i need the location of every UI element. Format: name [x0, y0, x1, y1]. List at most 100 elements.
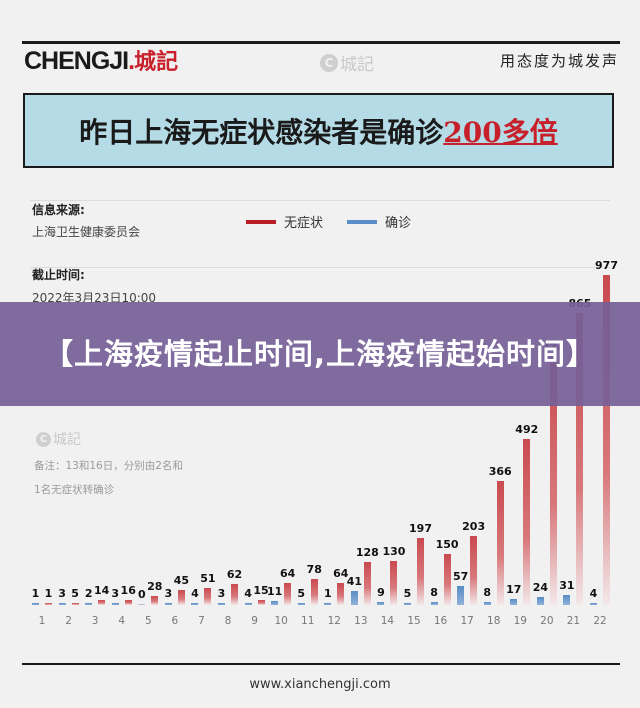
headline-banner: 昨日上海无症状感染者是确诊200多倍: [23, 93, 614, 168]
bar-value-label: 150: [435, 538, 459, 552]
bar-confirmed: [563, 594, 571, 605]
logo-dot: .: [128, 47, 135, 75]
x-tick-label: 13: [354, 615, 368, 627]
bar-value-label: 28: [147, 579, 163, 593]
bar-value-label: 1: [31, 587, 40, 600]
slogan: 用态度为城发声: [500, 52, 620, 70]
legend-label: 无症状: [284, 216, 324, 231]
x-tick-label: 1: [38, 615, 46, 627]
x-tick-label: 3: [91, 615, 99, 627]
bar-confirmed: [483, 602, 491, 605]
logo-cn: 城記: [134, 49, 179, 74]
bar-value-label: 41: [346, 575, 362, 589]
bar-value-label: 1: [44, 587, 53, 600]
bar-confirmed: [191, 603, 199, 605]
bar-confirmed: [350, 591, 358, 605]
headline: 昨日上海无症状感染者是确诊200多倍: [79, 111, 557, 151]
bar-asymptomatic: [417, 538, 424, 605]
overlay-banner: 【上海疫情起止时间,上海疫情起始时间】: [0, 302, 640, 406]
x-tick-label: 21: [566, 615, 581, 627]
legend-swatch-red: [246, 219, 276, 224]
bar-asymptomatic: [98, 600, 106, 605]
bar-confirmed: [244, 603, 252, 605]
bar-value-label: 203: [462, 520, 486, 534]
x-tick-label: 2: [65, 615, 72, 627]
source-label: 信息来源:: [32, 203, 85, 217]
bar-value-label: 197: [409, 522, 432, 536]
bar-confirmed: [510, 599, 518, 605]
bar-confirmed: [377, 601, 385, 605]
bar-asymptomatic: [310, 578, 318, 605]
legend-label: 确诊: [385, 216, 412, 231]
bar-value-label: 14: [93, 584, 110, 598]
footer-rule: [22, 663, 620, 665]
bar-value-label: 62: [226, 568, 243, 582]
divider-mid: [30, 267, 610, 268]
x-tick-label: 14: [380, 615, 395, 627]
bar-value-label: 130: [382, 545, 406, 559]
x-tick-label: 12: [327, 615, 341, 627]
bar-confirmed: [430, 602, 438, 605]
bar-value-label: 0: [137, 587, 146, 601]
bar-value-label: 57: [452, 569, 469, 583]
bar-asymptomatic: [390, 561, 398, 605]
watermark-text: 城記: [340, 55, 374, 75]
bar-asymptomatic: [257, 599, 265, 605]
x-tick-label: 4: [118, 615, 126, 627]
bar-confirmed: [164, 603, 172, 605]
bar-asymptomatic: [45, 603, 52, 605]
bar-value-label: 51: [200, 571, 216, 585]
x-tick-label: 5: [144, 615, 152, 627]
bar-value-label: 45: [173, 573, 189, 587]
bar-asymptomatic: [284, 583, 292, 605]
bar-value-label: 3: [217, 587, 226, 600]
bar-confirmed: [536, 596, 544, 605]
bar-value-label: 3: [111, 587, 120, 600]
x-tick-label: 11: [301, 615, 315, 627]
bar-value-label: 1: [323, 587, 332, 600]
brand-logo: CHENGJI.城記: [24, 47, 178, 76]
deadline-value: 2022年3月23日10:00: [32, 291, 157, 305]
bar-asymptomatic: [231, 584, 238, 605]
x-tick-label: 8: [224, 615, 232, 627]
x-tick-label: 6: [171, 615, 179, 627]
watermark-c-icon: C: [36, 431, 51, 447]
bar-value-label: 15: [253, 583, 269, 597]
bar-value-label: 5: [71, 587, 79, 600]
x-tick-label: 19: [513, 615, 527, 627]
bar-asymptomatic: [496, 481, 504, 605]
bar-confirmed: [324, 603, 332, 605]
bar-value-label: 366: [488, 465, 512, 479]
source-value: 上海卫生健康委员会: [32, 225, 141, 239]
x-tick-label: 16: [433, 615, 448, 627]
bar-confirmed: [218, 603, 225, 605]
bar-confirmed: [297, 603, 305, 605]
bar-value-label: 5: [403, 587, 412, 600]
deadline-label: 截止时间:: [32, 268, 85, 282]
watermark-mid: C 城記: [36, 429, 81, 449]
bar-value-label: 4: [589, 587, 598, 600]
bar-asymptomatic: [124, 599, 132, 605]
bar-value-label: 3: [164, 587, 173, 600]
bar-asymptomatic: [204, 587, 212, 605]
bar-value-label: 64: [333, 567, 349, 581]
bar-value-label: 9: [377, 585, 385, 599]
bar-asymptomatic: [523, 438, 531, 605]
bar-value-label: 977: [595, 259, 618, 272]
bar-asymptomatic: [177, 589, 185, 605]
footer-url: www.xianchengji.com: [249, 677, 391, 692]
overlay-title: 【上海疫情起止时间,上海疫情起始时间】: [43, 337, 597, 371]
bar-confirmed: [32, 603, 39, 605]
bar-value-label: 31: [559, 578, 575, 592]
bar-value-label: 5: [297, 587, 306, 600]
x-tick-label: 17: [460, 615, 474, 627]
bar-value-label: 492: [515, 422, 539, 436]
bar-value-label: 4: [244, 587, 252, 600]
headline-prefix: 昨日上海无症状感染者是确诊: [79, 115, 444, 149]
bar-value-label: 24: [532, 580, 548, 594]
x-tick-label: 15: [407, 615, 421, 627]
bar-value-label: 8: [430, 586, 438, 600]
legend-item-confirmed: 确诊: [347, 212, 411, 231]
bar-value-label: 8: [483, 586, 492, 600]
bar-asymptomatic: [443, 554, 451, 605]
